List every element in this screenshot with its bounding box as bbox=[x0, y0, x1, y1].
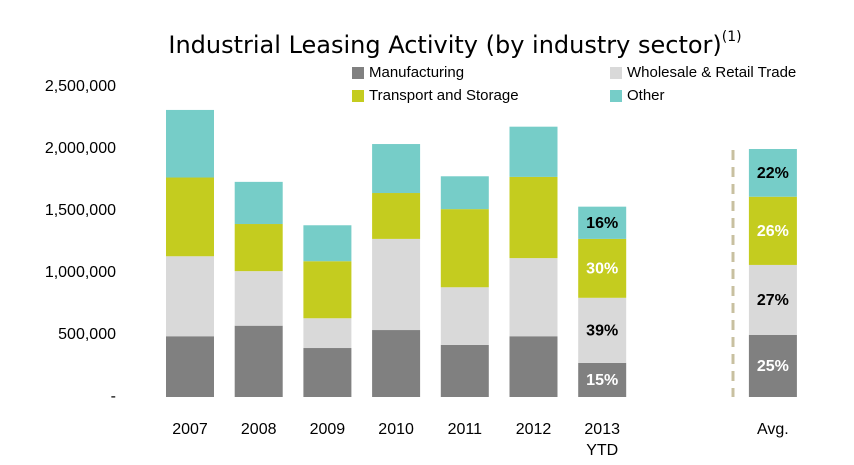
legend-label: Wholesale & Retail Trade bbox=[627, 64, 796, 81]
legend-label: Transport and Storage bbox=[369, 87, 519, 104]
bar-segment bbox=[166, 109, 214, 178]
data-label: 15% bbox=[586, 372, 618, 389]
x-tick-label: 2012 bbox=[515, 421, 552, 438]
x-tick-label: 2013 YTD bbox=[584, 421, 620, 459]
bar-segment bbox=[372, 144, 421, 194]
y-tick-label: 1,500,000 bbox=[45, 202, 116, 219]
x-tick-label: 2011 bbox=[447, 421, 482, 438]
x-tick-label: 2009 bbox=[309, 421, 346, 438]
bar-segment bbox=[578, 238, 627, 298]
bar-segment bbox=[166, 256, 214, 337]
bar-segment bbox=[234, 181, 283, 225]
data-label: 22% bbox=[757, 165, 789, 182]
bar-segment bbox=[303, 261, 352, 319]
chart-title: Industrial Leasing Activity (by industry… bbox=[168, 29, 741, 59]
bar-segment bbox=[578, 362, 627, 397]
title-text: Industrial Leasing Activity (by industry… bbox=[168, 31, 721, 59]
bar-segment bbox=[303, 318, 352, 349]
legend-swatch bbox=[610, 67, 622, 79]
y-tick-label: 2,000,000 bbox=[45, 140, 116, 157]
bar-segment bbox=[372, 238, 421, 331]
data-label: 39% bbox=[586, 323, 618, 340]
bar-segment bbox=[578, 297, 627, 363]
y-tick-label: - bbox=[111, 388, 116, 405]
bar-segment bbox=[440, 344, 489, 397]
x-tick-label: 2008 bbox=[240, 421, 277, 438]
data-label: 16% bbox=[586, 215, 618, 232]
bar-segment bbox=[509, 258, 558, 337]
data-label: 25% bbox=[757, 358, 789, 375]
legend-swatch bbox=[352, 67, 364, 79]
y-tick-label: 1,000,000 bbox=[45, 264, 116, 281]
bar-segment bbox=[748, 149, 797, 197]
legend-swatch bbox=[352, 90, 364, 102]
bar-segment bbox=[509, 126, 558, 177]
x-tick-label: Avg. bbox=[757, 421, 789, 438]
bar-segment bbox=[234, 224, 283, 272]
bar-segment bbox=[372, 330, 421, 397]
bar-segment bbox=[303, 225, 352, 262]
bar-segment bbox=[303, 348, 352, 397]
bar-segment bbox=[372, 193, 421, 239]
legend-swatch bbox=[610, 90, 622, 102]
x-tick-label: 2010 bbox=[378, 421, 414, 438]
legend-label: Manufacturing bbox=[369, 64, 464, 81]
bar-segment bbox=[440, 209, 489, 288]
data-label: 26% bbox=[757, 223, 789, 240]
bar-segment bbox=[166, 336, 214, 397]
bar-segment bbox=[509, 176, 558, 259]
bar-segment bbox=[509, 336, 558, 397]
bar-segment bbox=[234, 271, 283, 326]
title-note: (1) bbox=[722, 29, 742, 45]
bar-segment bbox=[748, 335, 797, 397]
bar-segment bbox=[748, 264, 797, 335]
legend-label: Other bbox=[627, 87, 665, 104]
y-tick-label: 500,000 bbox=[58, 326, 116, 343]
bar-segment bbox=[166, 177, 214, 257]
bar-segment bbox=[440, 176, 489, 210]
bar-segment bbox=[234, 325, 283, 397]
y-tick-label: 2,500,000 bbox=[45, 78, 116, 95]
bar-segment bbox=[440, 287, 489, 345]
bar-segment bbox=[748, 196, 797, 265]
data-label: 30% bbox=[586, 261, 618, 278]
bar-segment bbox=[578, 206, 627, 239]
data-label: 27% bbox=[757, 292, 789, 309]
x-tick-label: 2007 bbox=[172, 421, 208, 438]
